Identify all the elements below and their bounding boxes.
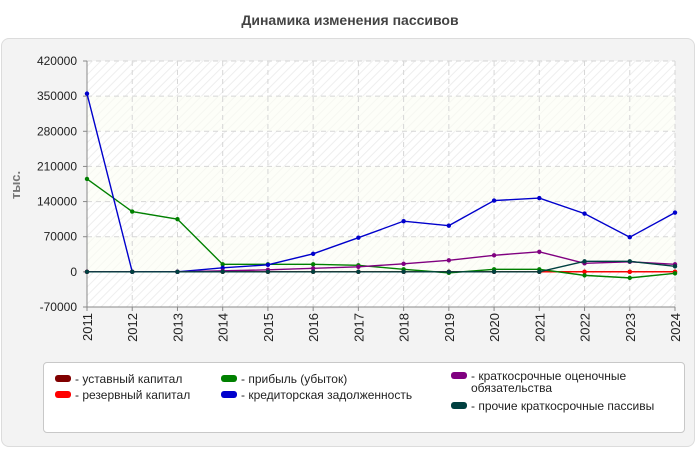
data-point (130, 269, 135, 275)
series-line (87, 260, 676, 273)
data-point (537, 249, 542, 254)
legend-label: - кредиторская задолженность (241, 388, 413, 402)
data-point (672, 264, 678, 269)
y-axis-label: тыс. (8, 171, 23, 199)
data-point (582, 269, 587, 275)
data-point (672, 210, 678, 215)
x-tick-label: 2022 (578, 313, 593, 342)
x-tick-label: 2013 (170, 313, 185, 342)
legend-item: - уставный капитал (55, 373, 215, 385)
y-tick-label: 280000 (37, 124, 77, 138)
legend-item: - кредиторская задолженность (221, 389, 441, 401)
data-point (491, 198, 497, 203)
data-point (401, 261, 406, 267)
series-group (84, 259, 678, 275)
x-tick-label: 2012 (125, 313, 140, 342)
data-point (401, 218, 406, 224)
data-point (446, 269, 452, 275)
data-point (537, 269, 542, 275)
data-point (627, 235, 632, 240)
x-tick-label: 2015 (261, 313, 276, 342)
data-point (310, 251, 316, 256)
data-point (220, 265, 225, 271)
data-point (446, 258, 452, 263)
legend-swatch (451, 372, 467, 379)
data-point (356, 269, 361, 275)
data-point (265, 269, 271, 275)
data-point (84, 269, 90, 275)
data-point (627, 275, 632, 281)
legend-label: - уставный капитал (75, 372, 183, 386)
legend-swatch (55, 375, 71, 382)
legend-item: - краткосрочные оценочные обязательства (451, 370, 673, 394)
y-tick-label: 210000 (37, 159, 77, 173)
data-point (356, 264, 361, 270)
data-point (310, 266, 316, 271)
legend-item: - прибыль (убыток) (221, 373, 441, 385)
x-tick-label: 2014 (216, 313, 231, 342)
data-point (220, 269, 225, 275)
data-point (491, 269, 497, 275)
x-tick-label: 2017 (351, 313, 366, 342)
plot-band (87, 96, 675, 132)
plot-band (87, 166, 675, 202)
x-tick-label: 2011 (80, 313, 95, 341)
x-tick-label: 2021 (532, 313, 547, 342)
legend-item: - прочие краткосрочные пассивы (451, 400, 673, 412)
x-tick-label: 2019 (442, 313, 457, 342)
data-point (537, 195, 542, 201)
data-point (175, 269, 180, 275)
x-tick-label: 2018 (397, 313, 412, 342)
legend-swatch (221, 375, 237, 382)
data-point (401, 269, 406, 275)
data-point (310, 269, 316, 275)
data-point (84, 91, 90, 96)
series-line (86, 178, 676, 279)
data-point (175, 216, 180, 222)
legend-swatch (221, 391, 237, 398)
legend-label: - резервный капитал (75, 388, 191, 402)
data-point (627, 259, 632, 264)
x-tick-label: 2023 (623, 313, 638, 342)
data-point (130, 209, 135, 214)
legend-swatch (451, 402, 467, 409)
x-tick-label: 2024 (668, 313, 683, 342)
legend-item: - резервный капитал (55, 389, 215, 401)
data-point (582, 259, 587, 264)
y-tick-label: 70000 (44, 230, 78, 244)
data-point (310, 262, 316, 267)
data-point (265, 262, 271, 268)
data-point (582, 273, 587, 278)
data-point (491, 253, 497, 258)
data-point (627, 269, 632, 275)
legend-swatch (55, 391, 71, 398)
y-tick-label: 350000 (37, 89, 77, 103)
data-point (220, 262, 225, 267)
plot-band (87, 236, 675, 272)
axes: -70000 0 70000 140000 210000 280000 350000 4200… (37, 54, 683, 342)
data-point (446, 223, 452, 228)
legend-label: - краткосрочные оценочные обязательства (471, 369, 627, 395)
legend: - уставный капитал - резервный капитал -… (43, 362, 685, 433)
y-tick-label: -70000 (40, 300, 78, 314)
legend-label: - прибыль (убыток) (241, 372, 348, 386)
series-lines (84, 91, 678, 281)
chart-title: Динамика изменения пассивов (241, 12, 459, 28)
legend-label: - прочие краткосрочные пассивы (471, 399, 655, 413)
x-tick-label: 2020 (487, 313, 502, 342)
y-tick-label: 420000 (37, 54, 77, 68)
y-tick-label: 0 (70, 265, 77, 279)
y-tick-label: 140000 (37, 195, 77, 209)
data-point (582, 211, 587, 216)
data-point (84, 176, 90, 182)
data-point (356, 235, 361, 240)
x-tick-label: 2016 (306, 313, 321, 342)
plot-area (87, 61, 675, 307)
data-point (672, 271, 678, 276)
